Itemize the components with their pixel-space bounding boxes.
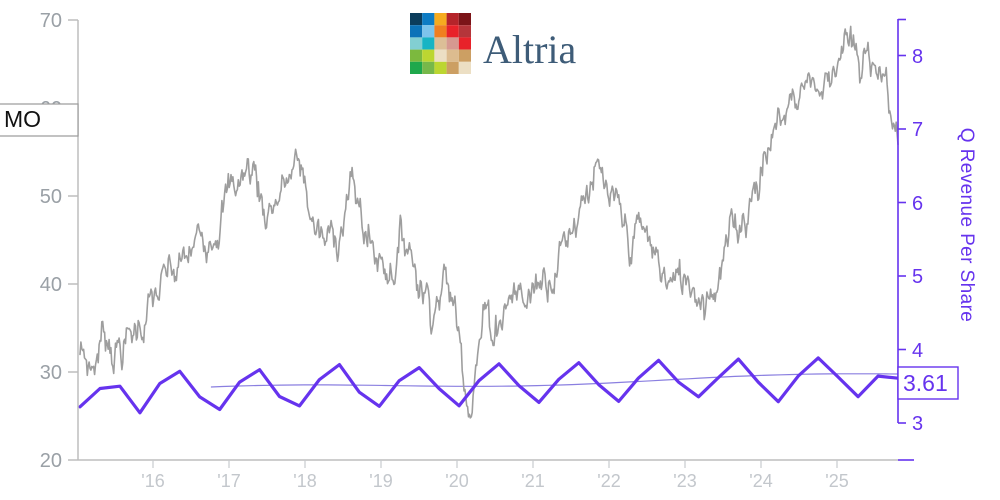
svg-text:3.61: 3.61	[903, 370, 948, 396]
svg-text:'22: '22	[597, 471, 620, 491]
svg-text:'16: '16	[141, 471, 164, 491]
svg-text:3: 3	[912, 413, 923, 435]
svg-text:50: 50	[40, 186, 62, 208]
svg-text:Altria: Altria	[483, 27, 577, 72]
svg-text:'25: '25	[825, 471, 848, 491]
svg-text:MO: MO	[4, 106, 41, 132]
svg-text:40: 40	[40, 274, 62, 296]
svg-text:8: 8	[912, 46, 923, 68]
svg-text:30: 30	[40, 362, 62, 384]
svg-text:'21: '21	[521, 471, 544, 491]
svg-text:4: 4	[912, 340, 923, 362]
svg-text:5: 5	[912, 266, 923, 288]
svg-text:'18: '18	[293, 471, 316, 491]
svg-text:Q Revenue Per Share: Q Revenue Per Share	[956, 128, 977, 323]
svg-text:7: 7	[912, 119, 923, 141]
svg-text:70: 70	[40, 10, 62, 32]
svg-text:'24: '24	[749, 471, 772, 491]
svg-text:'20: '20	[445, 471, 468, 491]
svg-text:6: 6	[912, 193, 923, 215]
svg-text:'19: '19	[369, 471, 392, 491]
svg-text:20: 20	[40, 450, 62, 472]
svg-text:'23: '23	[673, 471, 696, 491]
svg-text:'17: '17	[217, 471, 240, 491]
